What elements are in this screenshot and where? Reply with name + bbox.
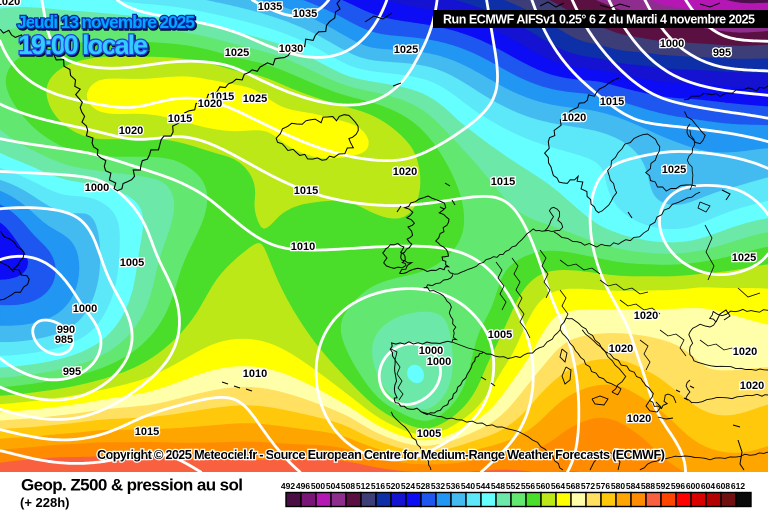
svg-text:1025: 1025 [243,93,267,105]
svg-text:995: 995 [63,366,81,378]
svg-text:995: 995 [713,47,731,59]
svg-text:Run ECMWF AIFSv1 0.25° 6 Z du: Run ECMWF AIFSv1 0.25° 6 Z du Mardi 4 no… [443,13,755,27]
svg-text:1025: 1025 [662,164,686,176]
svg-text:588: 588 [641,481,655,491]
svg-text:1005: 1005 [120,257,144,269]
svg-text:990: 990 [57,324,75,336]
svg-text:556: 556 [521,481,535,491]
svg-text:1005: 1005 [417,428,441,440]
svg-text:580: 580 [611,481,625,491]
svg-text:528: 528 [416,481,430,491]
svg-text:1020: 1020 [733,346,757,358]
svg-text:1015: 1015 [491,176,515,188]
svg-text:1015: 1015 [135,426,159,438]
svg-text:1000: 1000 [85,182,109,194]
svg-text:Geop. Z500 & pression au sol: Geop. Z500 & pression au sol [21,476,243,495]
svg-text:564: 564 [551,481,565,491]
svg-text:1010: 1010 [291,241,315,253]
svg-text:596: 596 [671,481,685,491]
svg-text:512: 512 [356,481,370,491]
svg-text:592: 592 [656,481,670,491]
svg-text:604: 604 [701,481,715,491]
svg-text:500: 500 [311,481,325,491]
svg-text:524: 524 [401,481,415,491]
svg-text:985: 985 [55,334,73,346]
svg-text:532: 532 [431,481,445,491]
svg-text:608: 608 [716,481,730,491]
svg-text:1015: 1015 [168,113,192,125]
svg-text:576: 576 [596,481,610,491]
svg-text:1020: 1020 [0,0,20,8]
svg-text:584: 584 [626,481,640,491]
svg-text:492: 492 [281,481,295,491]
svg-text:536: 536 [446,481,460,491]
svg-text:Jeudi 13 novembre 2025: Jeudi 13 novembre 2025 [17,12,195,32]
svg-text:1020: 1020 [627,413,651,425]
svg-text:1025: 1025 [225,47,249,59]
svg-text:1020: 1020 [740,380,764,392]
svg-text:544: 544 [476,481,490,491]
svg-text:1020: 1020 [393,166,417,178]
svg-text:1015: 1015 [294,185,318,197]
svg-text:1020: 1020 [609,343,633,355]
svg-text:1020: 1020 [634,310,658,322]
svg-text:568: 568 [566,481,580,491]
svg-text:1035: 1035 [293,8,317,20]
svg-text:520: 520 [386,481,400,491]
svg-text:1025: 1025 [732,252,756,264]
svg-text:540: 540 [461,481,475,491]
svg-text:1000: 1000 [660,38,684,50]
svg-text:572: 572 [581,481,595,491]
svg-text:1000: 1000 [427,356,451,368]
svg-text:548: 548 [491,481,505,491]
svg-text:1000: 1000 [419,345,443,357]
svg-text:552: 552 [506,481,520,491]
svg-text:1010: 1010 [243,368,267,380]
svg-text:1020: 1020 [198,98,222,110]
svg-text:504: 504 [326,481,340,491]
svg-text:1015: 1015 [600,96,624,108]
svg-text:1030: 1030 [279,43,303,55]
svg-text:(+ 228h): (+ 228h) [20,495,70,510]
svg-text:1015: 1015 [210,91,234,103]
svg-text:516: 516 [371,481,385,491]
svg-text:1025: 1025 [394,44,418,56]
svg-text:1020: 1020 [119,125,143,137]
svg-text:1000: 1000 [73,303,97,315]
svg-text:600: 600 [686,481,700,491]
svg-text:1035: 1035 [258,1,282,13]
svg-text:19:00 locale: 19:00 locale [19,32,149,62]
svg-text:1005: 1005 [488,329,512,341]
svg-text:496: 496 [296,481,310,491]
svg-text:612: 612 [731,481,745,491]
svg-text:508: 508 [341,481,355,491]
svg-text:Copyright © 2025 Meteociel.fr: Copyright © 2025 Meteociel.fr - Source E… [97,447,665,462]
svg-text:1020: 1020 [562,112,586,124]
svg-text:19:00 locale: 19:00 locale [18,30,148,60]
svg-text:Jeudi 13 novembre 2025: Jeudi 13 novembre 2025 [18,13,196,33]
svg-text:560: 560 [536,481,550,491]
